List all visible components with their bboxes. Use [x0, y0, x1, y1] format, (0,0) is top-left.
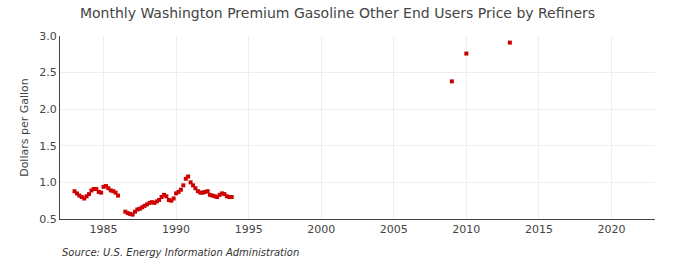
- svg-text:0.5: 0.5: [39, 213, 57, 226]
- svg-text:2000: 2000: [307, 223, 335, 236]
- svg-text:1995: 1995: [235, 223, 263, 236]
- svg-text:2010: 2010: [452, 223, 480, 236]
- svg-text:1985: 1985: [90, 223, 118, 236]
- svg-text:2015: 2015: [525, 223, 553, 236]
- svg-text:2005: 2005: [380, 223, 408, 236]
- svg-text:Monthly Washington Premium Gas: Monthly Washington Premium Gasoline Othe…: [80, 5, 595, 21]
- svg-text:1.5: 1.5: [39, 140, 57, 153]
- svg-text:3.0: 3.0: [39, 30, 57, 43]
- svg-text:Source: U.S. Energy Informatio: Source: U.S. Energy Information Administ…: [62, 247, 299, 258]
- svg-text:2.0: 2.0: [39, 103, 57, 116]
- svg-text:2.5: 2.5: [39, 66, 57, 79]
- svg-text:1.0: 1.0: [39, 176, 57, 189]
- svg-text:2020: 2020: [597, 223, 625, 236]
- svg-text:1990: 1990: [162, 223, 190, 236]
- svg-text:Dollars per Gallon: Dollars per Gallon: [18, 78, 31, 177]
